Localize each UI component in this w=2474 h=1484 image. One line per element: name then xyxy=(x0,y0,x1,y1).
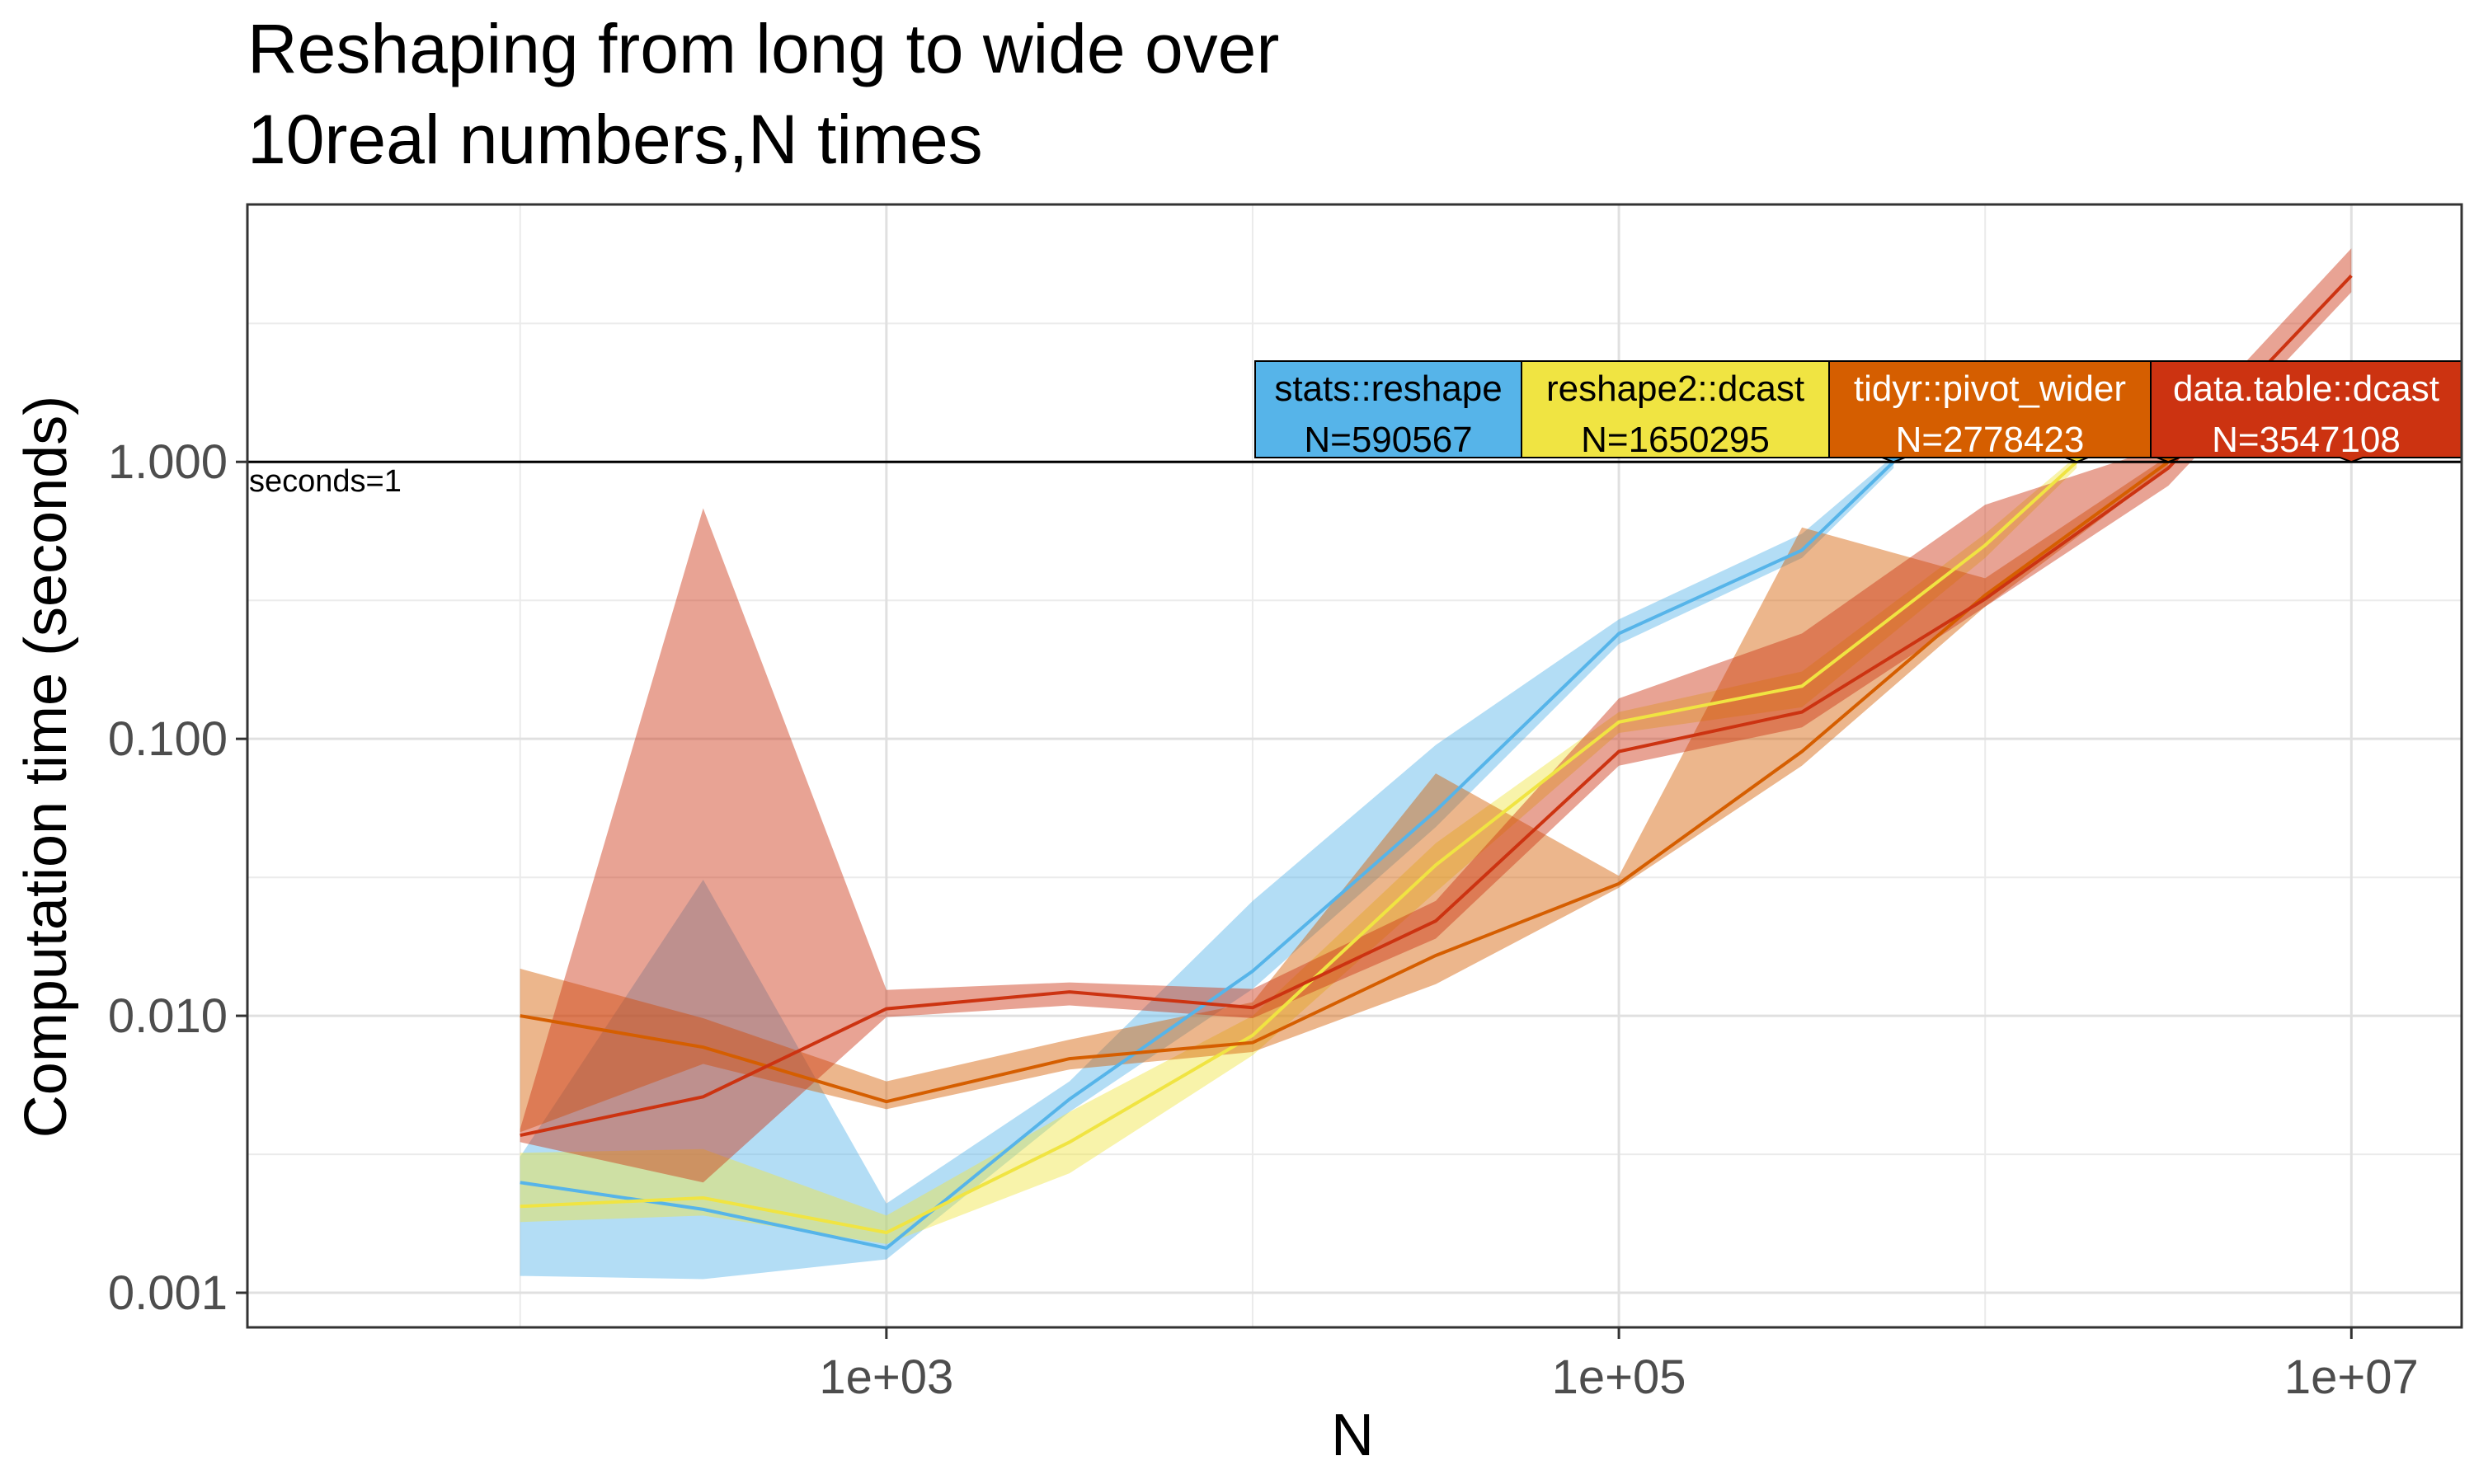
x-tick-label: 1e+05 xyxy=(1552,1350,1686,1404)
y-tick-label: 0.001 xyxy=(108,1266,228,1320)
series-direct-labels: stats::reshapeN=590567reshape2::dcastN=1… xyxy=(1254,360,2462,463)
band-tidyr-pivot-wider xyxy=(520,456,2169,1133)
reference-line-label: seconds=1 xyxy=(249,464,402,499)
x-tick-label: 1e+07 xyxy=(2284,1350,2419,1404)
line-tidyr-pivot-wider xyxy=(520,460,2170,1104)
line-data-table-dcast xyxy=(520,275,2353,1138)
label-value-reshape2-dcast: N=1650295 xyxy=(1581,420,1770,460)
label-value-data-table-dcast: N=3547108 xyxy=(2212,420,2401,460)
y-tick-label: 0.010 xyxy=(108,989,228,1043)
band-data-table-dcast xyxy=(520,248,2352,1183)
chart-title-line-2: 10real numbers,N times xyxy=(247,101,983,178)
label-value-stats-reshape: N=590567 xyxy=(1304,420,1472,460)
y-axis-title: Computation time (seconds) xyxy=(13,396,79,1138)
plot-panel-border xyxy=(246,203,2463,1329)
reference-line-group: seconds=1 xyxy=(247,460,2462,499)
y-tick-label: 0.100 xyxy=(108,712,228,766)
label-name-stats-reshape: stats::reshape xyxy=(1274,369,1502,409)
x-axis-title: N xyxy=(1331,1402,1374,1468)
series-bands xyxy=(520,248,2352,1280)
label-name-reshape2-dcast: reshape2::dcast xyxy=(1546,369,1804,409)
line-stats-reshape xyxy=(520,460,1895,1250)
y-tick-label: 1.000 xyxy=(108,435,228,489)
series-lines xyxy=(520,275,2353,1250)
axes: 1e+03 1e+05 1e+07 0.001 0.010 0.100 1.000 xyxy=(108,203,2463,1404)
line-reshape2-dcast xyxy=(520,460,2078,1235)
label-name-tidyr-pivot-wider: tidyr::pivot_wider xyxy=(1854,369,2126,409)
label-name-data-table-dcast: data.table::dcast xyxy=(2173,369,2439,409)
label-value-tidyr-pivot-wider: N=2778423 xyxy=(1896,420,2085,460)
x-tick-label: 1e+03 xyxy=(819,1350,953,1404)
band-reshape2-dcast xyxy=(520,456,2077,1244)
band-stats-reshape xyxy=(520,456,1894,1280)
chart-title-line-1: Reshaping from long to wide over xyxy=(247,10,1279,87)
